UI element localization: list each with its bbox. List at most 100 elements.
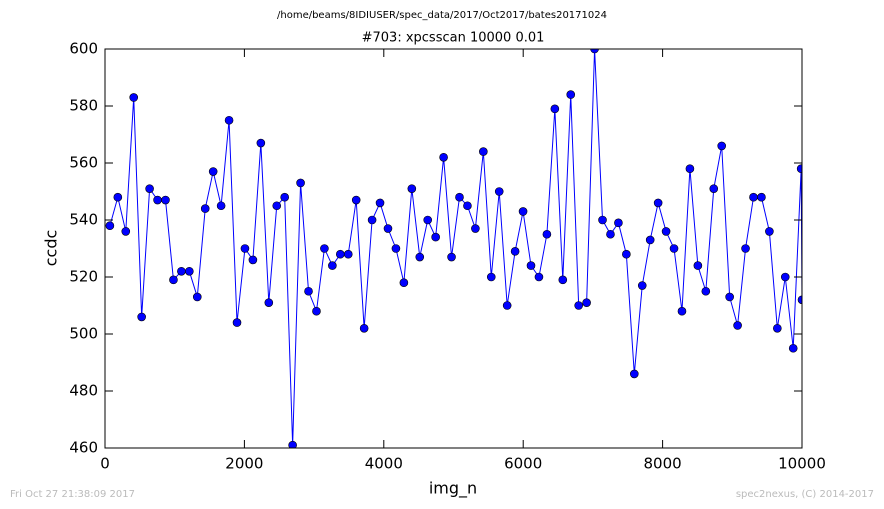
data-point bbox=[534, 272, 544, 282]
data-point bbox=[733, 321, 742, 330]
data-point bbox=[208, 167, 218, 176]
data-point bbox=[343, 249, 353, 259]
data-point bbox=[351, 195, 361, 205]
data-point bbox=[598, 215, 607, 225]
y-tick-label: 580 bbox=[69, 97, 98, 115]
data-point bbox=[486, 272, 496, 282]
data-point bbox=[717, 141, 727, 151]
data-point bbox=[161, 195, 170, 205]
data-point bbox=[471, 224, 480, 233]
data-point bbox=[415, 252, 425, 262]
y-tick-label: 520 bbox=[69, 268, 98, 286]
axes-frame bbox=[104, 48, 803, 449]
data-point bbox=[192, 292, 202, 302]
data-point bbox=[741, 244, 750, 253]
data-point bbox=[566, 90, 576, 99]
data-point bbox=[701, 286, 711, 296]
data-point bbox=[447, 252, 456, 262]
data-point bbox=[479, 147, 488, 156]
data-point bbox=[391, 244, 401, 253]
data-point bbox=[185, 266, 194, 276]
y-tick-label: 600 bbox=[69, 40, 98, 58]
data-point bbox=[439, 153, 448, 162]
data-point bbox=[757, 192, 766, 202]
x-tick-label: 8000 bbox=[644, 455, 682, 473]
data-point bbox=[248, 255, 258, 265]
data-point bbox=[264, 298, 274, 307]
data-point bbox=[661, 227, 671, 236]
data-point bbox=[224, 115, 234, 125]
data-point bbox=[296, 178, 305, 188]
data-point bbox=[367, 215, 377, 225]
data-point bbox=[129, 93, 139, 102]
data-point bbox=[145, 184, 154, 193]
data-point bbox=[383, 224, 393, 233]
data-point bbox=[359, 323, 369, 333]
data-point bbox=[669, 244, 679, 253]
data-point bbox=[606, 229, 615, 239]
data-point bbox=[455, 192, 464, 202]
data-point bbox=[773, 323, 782, 333]
data-point bbox=[558, 275, 568, 285]
data-point bbox=[153, 195, 162, 205]
y-tick-label: 560 bbox=[69, 154, 98, 172]
x-tick-label: 0 bbox=[100, 455, 110, 473]
data-point bbox=[121, 227, 131, 236]
data-point bbox=[423, 215, 433, 225]
data-point bbox=[637, 281, 647, 290]
data-point bbox=[590, 49, 599, 54]
data-point bbox=[797, 295, 802, 305]
data-point bbox=[526, 261, 536, 270]
data-point bbox=[582, 298, 591, 307]
data-point bbox=[280, 192, 289, 202]
data-point bbox=[216, 201, 226, 211]
data-point bbox=[788, 343, 798, 353]
data-point bbox=[312, 306, 321, 316]
data-point bbox=[796, 164, 802, 173]
data-point bbox=[137, 312, 146, 322]
data-point bbox=[169, 275, 178, 285]
x-tick-label: 4000 bbox=[365, 455, 403, 473]
data-point bbox=[256, 138, 266, 148]
footer-right: spec2nexus, (C) 2014-2017 bbox=[736, 489, 874, 500]
data-point bbox=[542, 229, 552, 239]
data-point bbox=[272, 201, 282, 211]
data-point bbox=[725, 292, 734, 302]
data-point bbox=[518, 207, 528, 216]
footer-left: Fri Oct 27 21:38:09 2017 bbox=[10, 489, 135, 500]
data-point bbox=[645, 235, 655, 245]
y-tick-label: 480 bbox=[69, 382, 98, 400]
data-point bbox=[320, 244, 329, 253]
data-point bbox=[328, 261, 337, 270]
data-point bbox=[375, 198, 385, 208]
data-point bbox=[200, 204, 210, 213]
data-point bbox=[288, 440, 297, 448]
data-point bbox=[463, 201, 472, 211]
data-point bbox=[653, 198, 663, 208]
data-point bbox=[677, 306, 687, 316]
data-line bbox=[109, 49, 802, 446]
y-tick-label: 460 bbox=[69, 439, 98, 457]
data-point bbox=[630, 369, 639, 379]
data-point bbox=[693, 261, 703, 270]
data-point bbox=[240, 244, 250, 253]
x-tick-label: 2000 bbox=[225, 455, 263, 473]
x-tick-label: 10000 bbox=[778, 455, 826, 473]
data-point bbox=[709, 184, 719, 193]
data-point bbox=[614, 218, 623, 228]
data-point bbox=[336, 249, 345, 259]
chart-title: #703: xpcsscan 10000 0.01 bbox=[362, 31, 545, 46]
x-axis-label: img_n bbox=[429, 479, 477, 499]
data-point bbox=[685, 164, 695, 173]
y-tick-label: 540 bbox=[69, 211, 98, 229]
plot-area bbox=[105, 49, 802, 448]
data-point bbox=[304, 286, 313, 296]
data-point bbox=[232, 318, 242, 327]
y-axis-label: ccdc bbox=[42, 230, 61, 267]
data-point bbox=[510, 247, 520, 256]
data-point bbox=[502, 301, 512, 310]
data-point bbox=[105, 221, 115, 230]
data-point bbox=[622, 249, 631, 259]
data-point bbox=[177, 266, 186, 276]
